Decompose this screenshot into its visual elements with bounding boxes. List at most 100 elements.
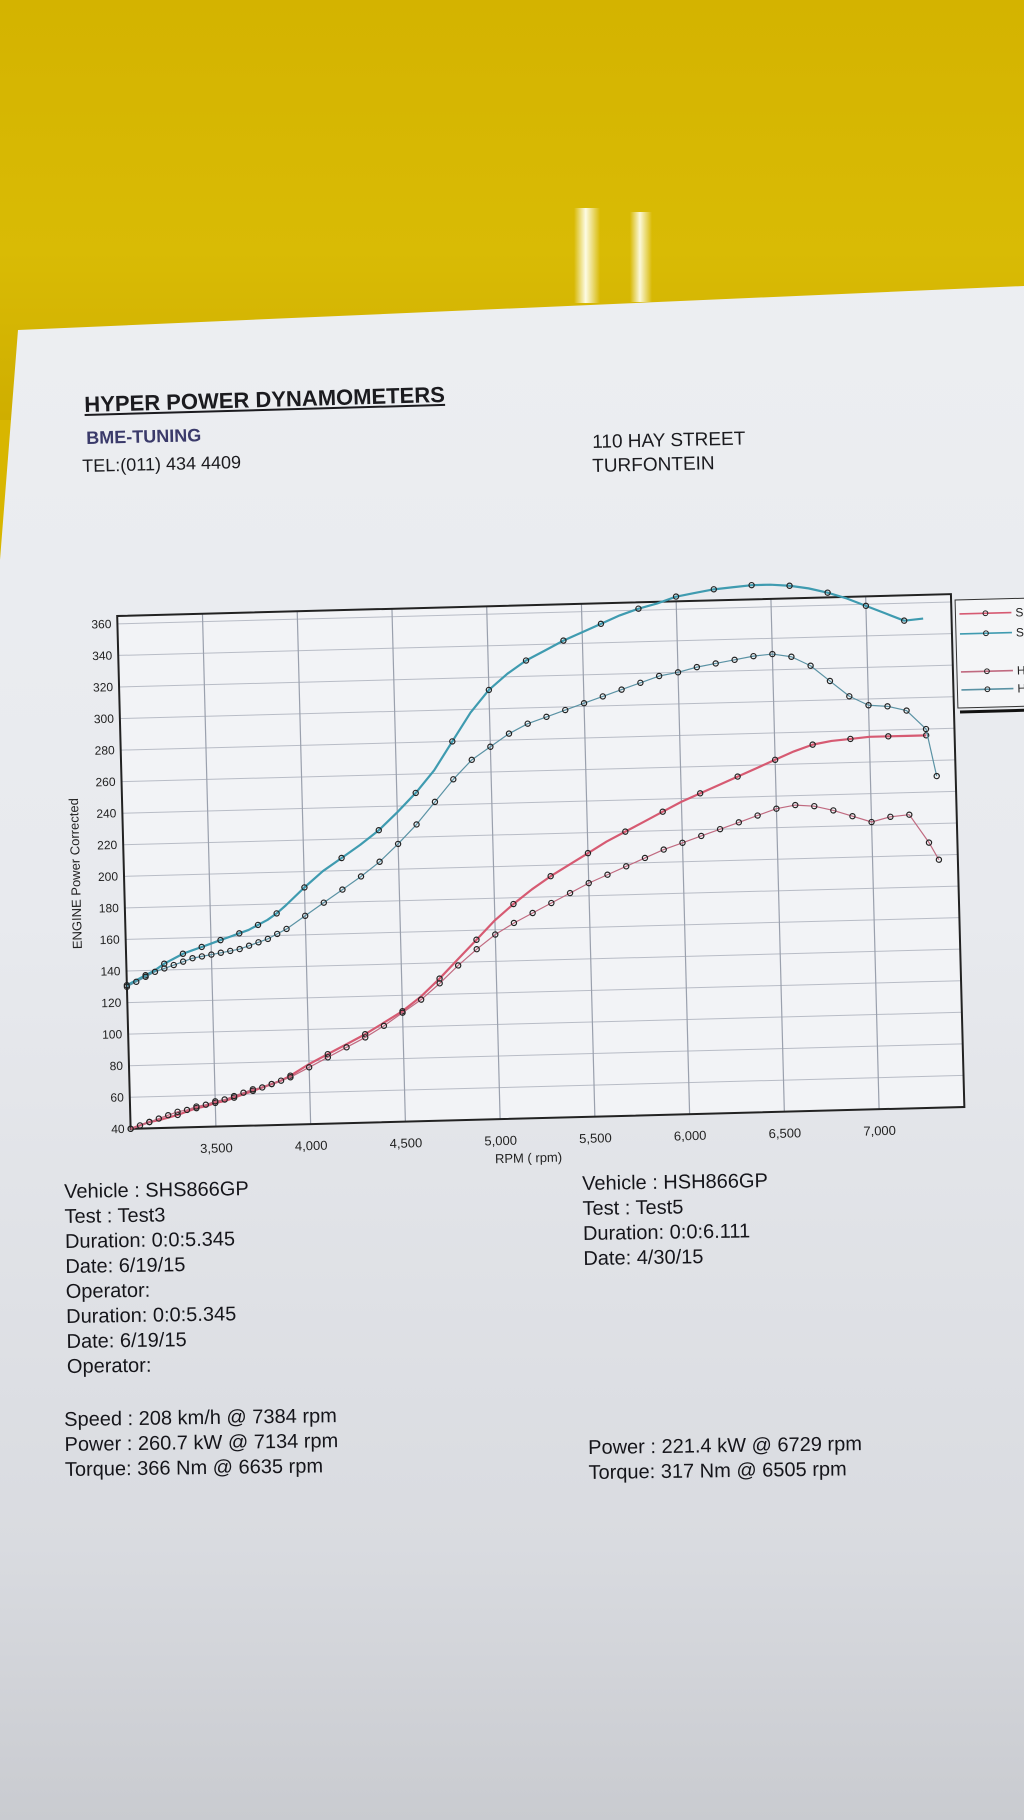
y-gridline xyxy=(128,1043,963,1067)
legend-label: HSH xyxy=(1017,681,1024,696)
address-line-1: 110 HAY STREET xyxy=(592,428,746,453)
data-point xyxy=(142,973,149,981)
legend-swatch xyxy=(959,631,1012,635)
data-point xyxy=(922,725,930,733)
data-point xyxy=(151,968,159,976)
data-point xyxy=(585,879,592,887)
y-tick-label: 120 xyxy=(101,996,122,1011)
run-info-right: Vehicle : HSH866GP Test : Test5 Duration… xyxy=(582,1169,769,1272)
data-point xyxy=(510,900,517,908)
data-point xyxy=(254,921,262,929)
data-point xyxy=(273,910,280,917)
y-gridline xyxy=(122,790,957,814)
data-point xyxy=(179,950,187,957)
data-point xyxy=(925,839,933,846)
data-point xyxy=(436,980,443,987)
y-tick-label: 320 xyxy=(93,680,114,695)
data-point xyxy=(217,949,225,956)
data-point xyxy=(712,660,719,667)
data-point xyxy=(240,1089,247,1096)
legend-box xyxy=(954,597,1024,709)
torque-summary: Torque: 366 Nm @ 6635 rpm xyxy=(64,1455,324,1481)
data-point xyxy=(623,863,630,870)
legend-swatch xyxy=(960,669,1013,673)
data-point xyxy=(735,819,743,826)
data-point xyxy=(865,702,872,709)
data-point xyxy=(189,955,196,962)
data-point xyxy=(236,930,243,937)
x-gridline xyxy=(391,608,406,1122)
data-point xyxy=(413,821,420,828)
company-subtitle: BME-TUNING xyxy=(86,425,202,448)
x-tick-label: 7,000 xyxy=(863,1123,896,1139)
y-tick-label: 240 xyxy=(96,806,117,821)
data-point xyxy=(236,945,243,953)
x-gridline xyxy=(770,598,785,1112)
data-point xyxy=(903,707,910,714)
data-point xyxy=(604,871,611,878)
data-point xyxy=(901,617,908,624)
data-point xyxy=(674,669,682,676)
data-point xyxy=(754,812,761,819)
data-point xyxy=(164,1111,172,1119)
legend-label: HSH xyxy=(1017,663,1024,678)
data-point xyxy=(357,873,365,880)
data-point xyxy=(562,706,569,714)
y-tick-label: 300 xyxy=(94,712,115,727)
data-point xyxy=(548,899,555,907)
legend-underline xyxy=(959,708,1024,714)
y-tick-label: 220 xyxy=(97,838,118,853)
y-gridline xyxy=(129,1074,964,1098)
x-tick-label: 6,000 xyxy=(674,1128,707,1144)
x-gridline xyxy=(296,611,312,1125)
vehicle-label: Vehicle : HSH866GP xyxy=(582,1170,768,1195)
duration-label: Duration: 0:0:5.345 xyxy=(65,1303,237,1328)
data-point xyxy=(343,1044,350,1051)
data-point xyxy=(524,720,531,727)
test-label: Test : Test5 xyxy=(582,1196,684,1220)
y-axis-label: ENGINE Power Corrected xyxy=(66,798,85,949)
x-tick-label: 3,500 xyxy=(200,1140,233,1156)
chart-rotated-group: 40 60 80 100 120 140 160 180 200 220 240 260 280 300 3… xyxy=(66,581,1024,1167)
duration-label: Duration: 0:0:6.111 xyxy=(582,1220,751,1245)
y-gridline xyxy=(125,917,960,940)
data-point xyxy=(287,1074,294,1081)
y-gridline xyxy=(117,601,952,625)
y-gridline xyxy=(120,727,955,751)
data-point xyxy=(473,946,480,953)
legend-marker xyxy=(983,630,989,637)
data-point xyxy=(399,1009,406,1016)
x-axis-label: RPM ( rpm) xyxy=(495,1150,563,1167)
y-gridline xyxy=(118,633,952,656)
data-point xyxy=(208,951,215,958)
data-point xyxy=(773,805,780,812)
dyno-chart: 40 60 80 100 120 140 160 180 200 220 240 260 280 300 3… xyxy=(60,570,1024,1170)
data-point xyxy=(339,886,346,893)
y-gridline xyxy=(123,822,957,846)
data-point xyxy=(277,1077,285,1084)
date-label: Date: 6/19/15 xyxy=(66,1329,187,1353)
data-point xyxy=(887,813,894,820)
data-point xyxy=(792,801,799,809)
x-gridline xyxy=(486,606,501,1120)
y-gridline xyxy=(119,696,954,720)
plot-frame xyxy=(116,593,966,1130)
series-line-1 xyxy=(130,734,927,1130)
test-label: Test : Test3 xyxy=(64,1204,166,1228)
data-point xyxy=(161,965,168,972)
data-point xyxy=(660,846,667,853)
x-tick-label: 5,000 xyxy=(484,1133,517,1149)
data-point xyxy=(202,1101,210,1108)
data-point xyxy=(885,733,892,740)
speed-summary: Speed : 208 km/h @ 7384 rpm xyxy=(64,1405,337,1431)
data-point xyxy=(933,772,940,780)
data-point xyxy=(305,1064,313,1071)
vehicle-label: Vehicle : SHS866GP xyxy=(64,1178,249,1203)
y-tick-label: 280 xyxy=(95,743,116,758)
y-tick-label: 340 xyxy=(92,649,113,664)
y-tick-label: 180 xyxy=(99,901,120,916)
data-point xyxy=(170,961,177,969)
data-point xyxy=(710,586,717,593)
data-point xyxy=(637,679,644,687)
data-point xyxy=(179,958,187,965)
